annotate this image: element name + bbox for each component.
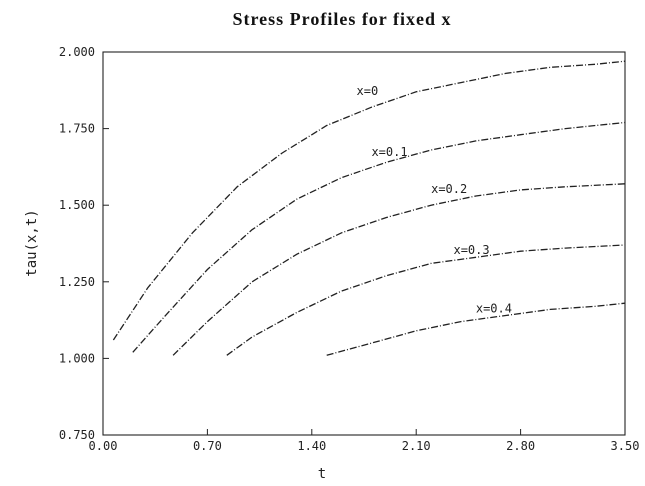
y-tick-label: 1.000 bbox=[59, 351, 95, 365]
series-label-4: x=0.3 bbox=[453, 243, 489, 257]
y-tick-label: 2.000 bbox=[59, 45, 95, 59]
x-tick-label: 1.40 bbox=[297, 439, 326, 453]
chart-title: Stress Profiles for fixed x bbox=[233, 9, 452, 29]
series-label-2: x=0.1 bbox=[371, 145, 407, 159]
y-axis-label: tau(x,t) bbox=[24, 209, 40, 276]
series-label-3: x=0.2 bbox=[431, 182, 467, 196]
series-label-1: x=0 bbox=[357, 84, 379, 98]
x-tick-label: 2.10 bbox=[402, 439, 431, 453]
axis-ticks: 0.00 0.70 1.40 2.10 2.80 3.50 0.750 1.000 1.250 1… bbox=[59, 45, 640, 453]
y-tick-label: 1.500 bbox=[59, 198, 95, 212]
series-line-2 bbox=[132, 121, 626, 353]
y-tick-label: 0.750 bbox=[59, 428, 95, 442]
y-tick-label: 1.750 bbox=[59, 122, 95, 136]
series-line-4 bbox=[226, 244, 626, 356]
x-tick-label: 2.80 bbox=[506, 439, 535, 453]
y-tick-label: 1.250 bbox=[59, 275, 95, 289]
series-line-3 bbox=[172, 183, 626, 356]
x-tick-label: 3.50 bbox=[611, 439, 640, 453]
series-line-1 bbox=[112, 60, 626, 341]
x-tick-label: 0.00 bbox=[89, 439, 118, 453]
series-line-5 bbox=[326, 302, 626, 356]
x-tick-label: 0.70 bbox=[193, 439, 222, 453]
x-axis-label: t bbox=[318, 466, 326, 482]
series-curves: x=0 x=0.1 x=0.2 x=0.3 x=0.4 bbox=[112, 60, 626, 356]
series-label-5: x=0.4 bbox=[476, 301, 512, 315]
plot-frame bbox=[102, 51, 626, 436]
